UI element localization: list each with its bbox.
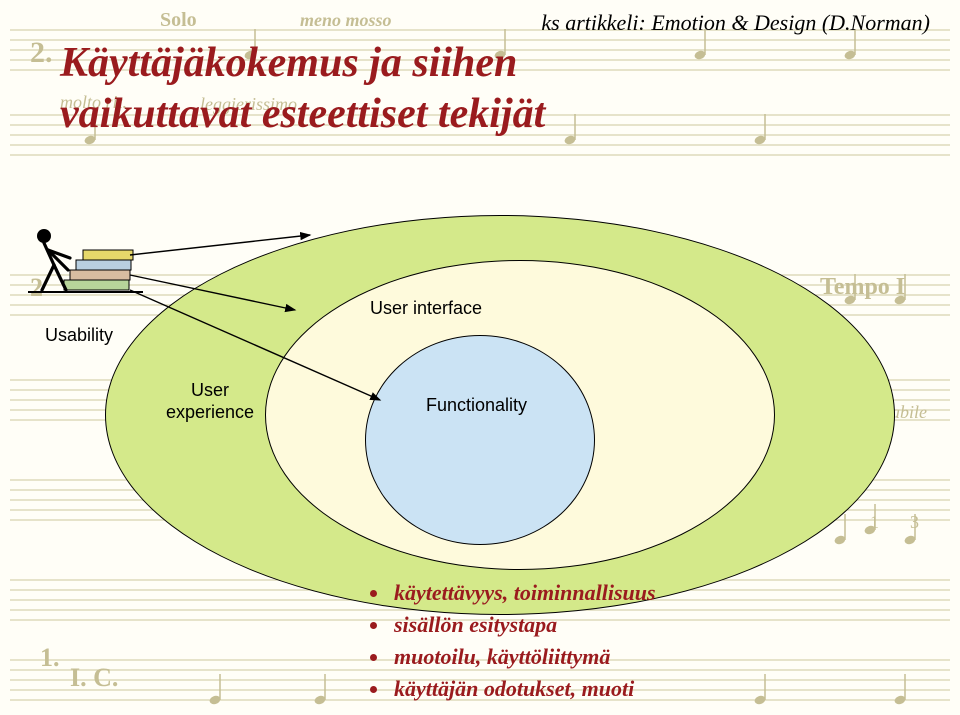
bullet-item: muotoilu, käyttöliittymä bbox=[390, 644, 656, 670]
ux-label-line1: User bbox=[191, 380, 229, 400]
slide-title: Käyttäjäkokemus ja siihen vaikuttavat es… bbox=[60, 38, 545, 140]
slide-content: ks artikkeli: Emotion & Design (D.Norman… bbox=[0, 0, 960, 715]
bullet-item: käytettävyys, toiminnallisuus bbox=[390, 580, 656, 606]
label-user-experience: User experience bbox=[150, 380, 270, 423]
citation-text: ks artikkeli: Emotion & Design (D.Norman… bbox=[541, 10, 930, 36]
ellipse-functionality bbox=[365, 335, 595, 545]
stick-figure-icon bbox=[28, 210, 143, 310]
label-user-interface: User interface bbox=[370, 298, 482, 319]
title-line-1: Käyttäjäkokemus ja siihen bbox=[60, 40, 517, 86]
label-functionality: Functionality bbox=[426, 395, 527, 416]
ux-label-line2: experience bbox=[166, 402, 254, 422]
label-usability: Usability bbox=[45, 325, 113, 346]
bullet-list: käytettävyys, toiminnallisuus sisällön es… bbox=[390, 580, 656, 708]
bullet-item: käyttäjän odotukset, muoti bbox=[390, 676, 656, 702]
title-line-2: vaikuttavat esteettiset tekijät bbox=[60, 91, 545, 137]
bullet-item: sisällön esitystapa bbox=[390, 612, 656, 638]
